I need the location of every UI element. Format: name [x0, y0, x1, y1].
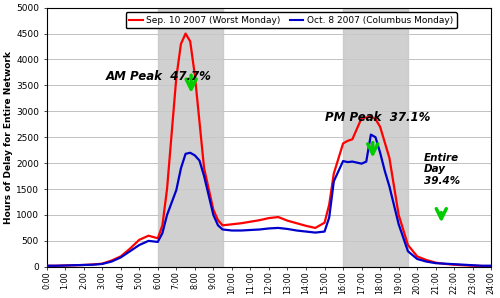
Legend: Sep. 10 2007 (Worst Monday), Oct. 8 2007 (Columbus Monday): Sep. 10 2007 (Worst Monday), Oct. 8 2007… — [126, 12, 457, 28]
Text: PM Peak  37.1%: PM Peak 37.1% — [324, 111, 430, 124]
Y-axis label: Hours of Delay for Entire Network: Hours of Delay for Entire Network — [4, 51, 13, 224]
Text: AM Peak  47.7%: AM Peak 47.7% — [106, 70, 212, 83]
Bar — [343, 8, 408, 267]
Bar — [158, 8, 222, 267]
Text: Entire
Day
39.4%: Entire Day 39.4% — [424, 153, 460, 186]
